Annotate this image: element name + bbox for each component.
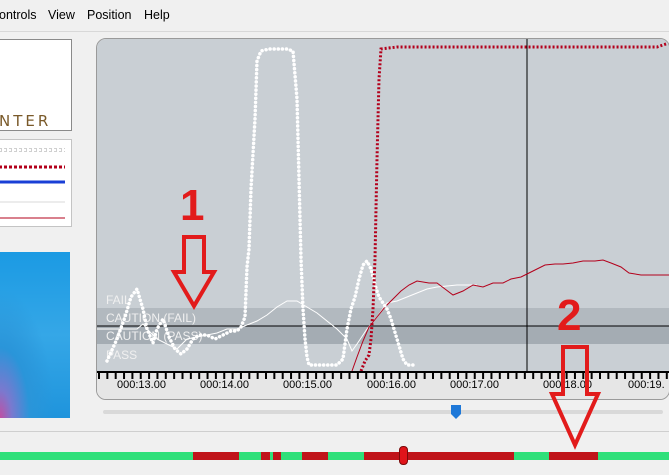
left-panel: NTER [0, 31, 86, 425]
zone-label-pass: PASS [106, 348, 137, 362]
tick-label-17: 000:17.00 [450, 379, 499, 391]
logo-text: NTER [0, 112, 52, 130]
logo-panel: NTER [0, 39, 72, 131]
zone-pass [97, 344, 669, 372]
zone-caution-pass [97, 326, 669, 344]
scroll-thumb-shape [451, 405, 461, 419]
tick-label-19: 000:19. [628, 379, 665, 391]
legend-swatches [0, 148, 65, 219]
callout-2: 2 [557, 291, 582, 340]
tick-label-14: 000:14.00 [200, 379, 249, 391]
tick-label-15: 000:15.00 [283, 379, 332, 391]
chart-canvas: FAIL CAUTION (FAIL) CAUTION (PASS) PASS … [97, 39, 669, 399]
chart-plot[interactable]: FAIL CAUTION (FAIL) CAUTION (PASS) PASS … [96, 38, 669, 400]
tick-label-18: 000:18.00 [543, 379, 592, 391]
video-thumbnail [0, 252, 70, 418]
tick-label-16: 000:16.00 [367, 379, 416, 391]
timeline-red-segment [193, 452, 239, 460]
menu-controls[interactable]: ontrols [0, 8, 37, 22]
thin-red-trace [351, 259, 669, 372]
timeline-red-segment [301, 452, 328, 460]
timeline-position-knob[interactable] [399, 446, 408, 465]
timeline-red-segment [260, 452, 271, 460]
zone-label-fail: FAIL [106, 293, 131, 307]
timeline-red-segment [363, 452, 515, 460]
zone-label-caution-fail: CAUTION (FAIL) [106, 311, 196, 325]
scroll-thumb[interactable] [451, 405, 461, 419]
timeline-red-segment [272, 452, 281, 460]
timeline-red-segment [549, 452, 599, 460]
white-dotted-trace [105, 47, 417, 367]
time-axis-ticks [97, 371, 669, 379]
timeline-bar[interactable] [0, 452, 669, 460]
menu-help[interactable]: Help [144, 8, 170, 22]
horizontal-scrollbar[interactable] [103, 410, 663, 414]
menu-bar: ontrols View Position Help [0, 0, 669, 32]
red-dotted-trace [359, 41, 669, 372]
zone-fail [97, 291, 669, 308]
thin-white-trace [97, 284, 477, 353]
legend-panel [0, 139, 72, 227]
callout-1: 1 [180, 181, 205, 230]
tick-label-13: 000:13.00 [117, 379, 166, 391]
timeline-divider [0, 431, 669, 432]
zone-caution-fail [97, 308, 669, 326]
menu-view[interactable]: View [48, 8, 75, 22]
menu-position[interactable]: Position [87, 8, 132, 22]
